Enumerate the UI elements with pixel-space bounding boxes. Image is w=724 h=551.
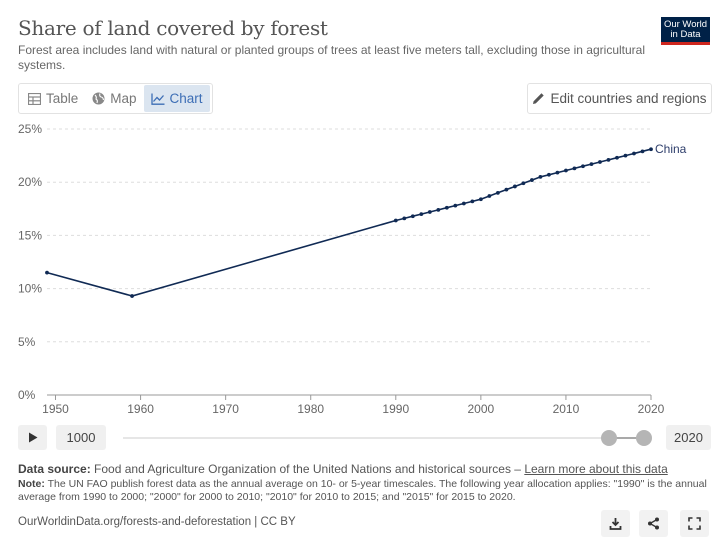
data-point [564, 168, 568, 173]
play-button[interactable] [18, 425, 47, 450]
share-button[interactable] [639, 510, 668, 537]
data-point [632, 151, 636, 156]
timeline-start-handle[interactable] [601, 430, 617, 446]
x-tick-label: 1980 [297, 402, 324, 416]
tab-chart-label: Chart [169, 91, 203, 106]
data-point [470, 199, 475, 204]
source-label: Data source: [18, 462, 91, 476]
data-point [581, 164, 585, 169]
timeline-track[interactable] [123, 437, 648, 439]
data-point [402, 216, 407, 221]
logo-line2: in Data [670, 29, 701, 40]
data-point [572, 166, 577, 171]
line-chart: 0% 5% 10% 15% 20% 25% 1950 1960 1970 1980 1990 2000… [18, 122, 687, 416]
x-tick-label: 2000 [468, 402, 495, 416]
x-tick-label: 2020 [638, 402, 665, 416]
data-point [521, 181, 526, 186]
tab-map-label: Map [110, 91, 137, 106]
data-point [427, 210, 432, 214]
owid-logo[interactable]: Our World in Data [661, 17, 710, 45]
timeline-start-year[interactable]: 1000 [56, 425, 106, 450]
tab-map[interactable]: Map [85, 85, 143, 112]
x-tick-label: 1950 [42, 402, 69, 416]
y-tick-label: 10% [18, 282, 42, 296]
fullscreen-button[interactable] [680, 510, 709, 537]
table-icon [28, 92, 41, 105]
y-tick-label: 0% [18, 388, 36, 402]
data-point [495, 190, 500, 195]
data-point [598, 160, 602, 164]
tab-table-label: Table [46, 91, 79, 106]
tab-chart[interactable]: Chart [143, 85, 210, 112]
data-point [640, 149, 645, 154]
globe-icon [92, 92, 105, 105]
data-point [419, 212, 424, 217]
y-tick-label: 15% [18, 228, 42, 242]
series-line-china [46, 148, 652, 297]
data-point [504, 187, 509, 192]
play-icon [28, 432, 37, 443]
data-point [478, 197, 483, 202]
y-tick-label: 5% [18, 335, 36, 349]
edit-countries-label: Edit countries and regions [550, 91, 707, 106]
chart-title: Share of land covered by forest [18, 16, 328, 40]
x-tick-label: 2010 [553, 402, 580, 416]
data-point [649, 147, 653, 152]
pencil-icon [533, 93, 545, 104]
data-point [453, 203, 458, 208]
data-point [461, 201, 466, 206]
edit-countries-button[interactable]: Edit countries and regions [527, 83, 712, 114]
download-button[interactable] [601, 510, 630, 537]
data-point [393, 218, 398, 223]
data-source: Data source: Food and Agriculture Organi… [18, 462, 668, 476]
data-point [538, 174, 543, 179]
chart-subtitle: Forest area includes land with natural o… [18, 43, 645, 72]
data-point [130, 294, 134, 298]
view-tabs: Table Map Chart [18, 83, 213, 114]
data-point [615, 155, 619, 160]
note-text: The UN FAO publish forest data as the an… [18, 478, 707, 503]
tab-table[interactable]: Table [21, 85, 85, 112]
data-point [487, 194, 492, 198]
download-icon [609, 518, 622, 530]
series-label-china: China [655, 142, 687, 156]
note-label: Note: [18, 478, 45, 490]
data-point [410, 214, 415, 219]
logo-line1: Our World [663, 19, 708, 30]
data-point [623, 153, 628, 158]
data-point [547, 172, 551, 177]
source-text: Food and Agriculture Organization of the… [94, 462, 521, 476]
timeline-selected-range [609, 437, 644, 439]
timeline-end-year[interactable]: 2020 [666, 425, 711, 450]
learn-more-link[interactable]: Learn more about this data [524, 462, 668, 476]
data-point [589, 162, 594, 167]
y-tick-label: 25% [18, 122, 42, 136]
data-point [555, 170, 560, 175]
share-icon [648, 517, 659, 530]
data-point [436, 207, 441, 212]
y-tick-label: 20% [18, 175, 42, 189]
x-tick-label: 1970 [212, 402, 239, 416]
data-point [512, 184, 517, 189]
x-tick-label: 1990 [382, 402, 409, 416]
data-point [45, 270, 49, 275]
data-point [444, 205, 449, 210]
data-point [606, 157, 611, 162]
x-tick-label: 1960 [127, 402, 154, 416]
data-note: Note: The UN FAO publish forest data as … [18, 478, 708, 504]
data-point [530, 178, 534, 182]
timeline-end-handle[interactable] [636, 430, 652, 446]
footer-url[interactable]: OurWorldinData.org/forests-and-deforesta… [18, 516, 296, 528]
fullscreen-icon [688, 517, 701, 530]
line-chart-icon [150, 93, 165, 105]
